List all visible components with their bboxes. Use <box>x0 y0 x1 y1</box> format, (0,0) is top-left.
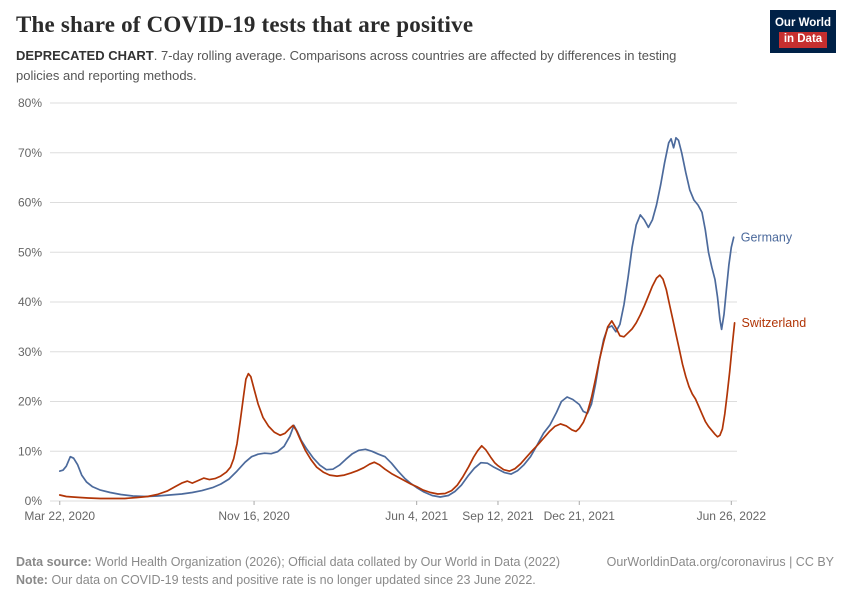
x-tick-label: Jun 26, 2022 <box>697 509 767 523</box>
subtitle-text: . 7-day rolling average. Comparisons acr… <box>16 48 677 83</box>
data-source-label: Data source: <box>16 554 92 569</box>
series-label-germany[interactable]: Germany <box>741 230 793 244</box>
credit-link[interactable]: OurWorldinData.org/coronavirus | CC BY <box>606 554 834 569</box>
owid-logo[interactable]: Our World in Data <box>770 10 836 53</box>
y-tick-label: 10% <box>18 444 42 458</box>
series-label-switzerland[interactable]: Switzerland <box>742 316 807 330</box>
data-source-line: Data source: World Health Organization (… <box>16 553 560 572</box>
owid-logo-line1: Our World <box>774 17 831 29</box>
note-text: Our data on COVID-19 tests and positive … <box>51 573 536 588</box>
subtitle-deprecated-label: DEPRECATED CHART <box>16 48 154 63</box>
y-tick-label: 40% <box>18 295 42 309</box>
y-tick-label: 20% <box>18 395 42 409</box>
chart-footer: Data source: World Health Organization (… <box>16 553 834 591</box>
x-tick-label: Sep 12, 2021 <box>462 509 534 523</box>
owid-logo-line2: in Data <box>778 31 828 48</box>
y-tick-label: 30% <box>18 345 42 359</box>
line-chart[interactable]: 0% 10% 20% 30% 40% 50% 60% 70% 80% Mar 22, 2020 No… <box>0 87 850 535</box>
chart-subtitle: DEPRECATED CHART. 7-day rolling average.… <box>16 46 716 85</box>
y-tick-label: 60% <box>18 196 42 210</box>
series-line-germany[interactable] <box>58 136 735 498</box>
page-title: The share of COVID-19 tests that are pos… <box>16 12 474 37</box>
y-tick-label: 0% <box>25 494 43 508</box>
data-source-text: World Health Organization (2026); Offici… <box>95 554 561 569</box>
x-tick-label: Jun 4, 2021 <box>385 509 448 523</box>
series-line-switzerland[interactable] <box>58 274 736 500</box>
x-tick-label: Nov 16, 2020 <box>218 509 290 523</box>
chart-header: The share of COVID-19 tests that are pos… <box>0 0 850 85</box>
note-label: Note: <box>16 573 48 588</box>
x-tick-label: Mar 22, 2020 <box>24 509 95 523</box>
y-tick-label: 50% <box>18 245 42 259</box>
y-tick-label: 80% <box>18 96 42 110</box>
x-tick-label: Dec 21, 2021 <box>544 509 616 523</box>
note-line: Note: Our data on COVID-19 tests and pos… <box>16 571 834 590</box>
y-tick-label: 70% <box>18 146 42 160</box>
